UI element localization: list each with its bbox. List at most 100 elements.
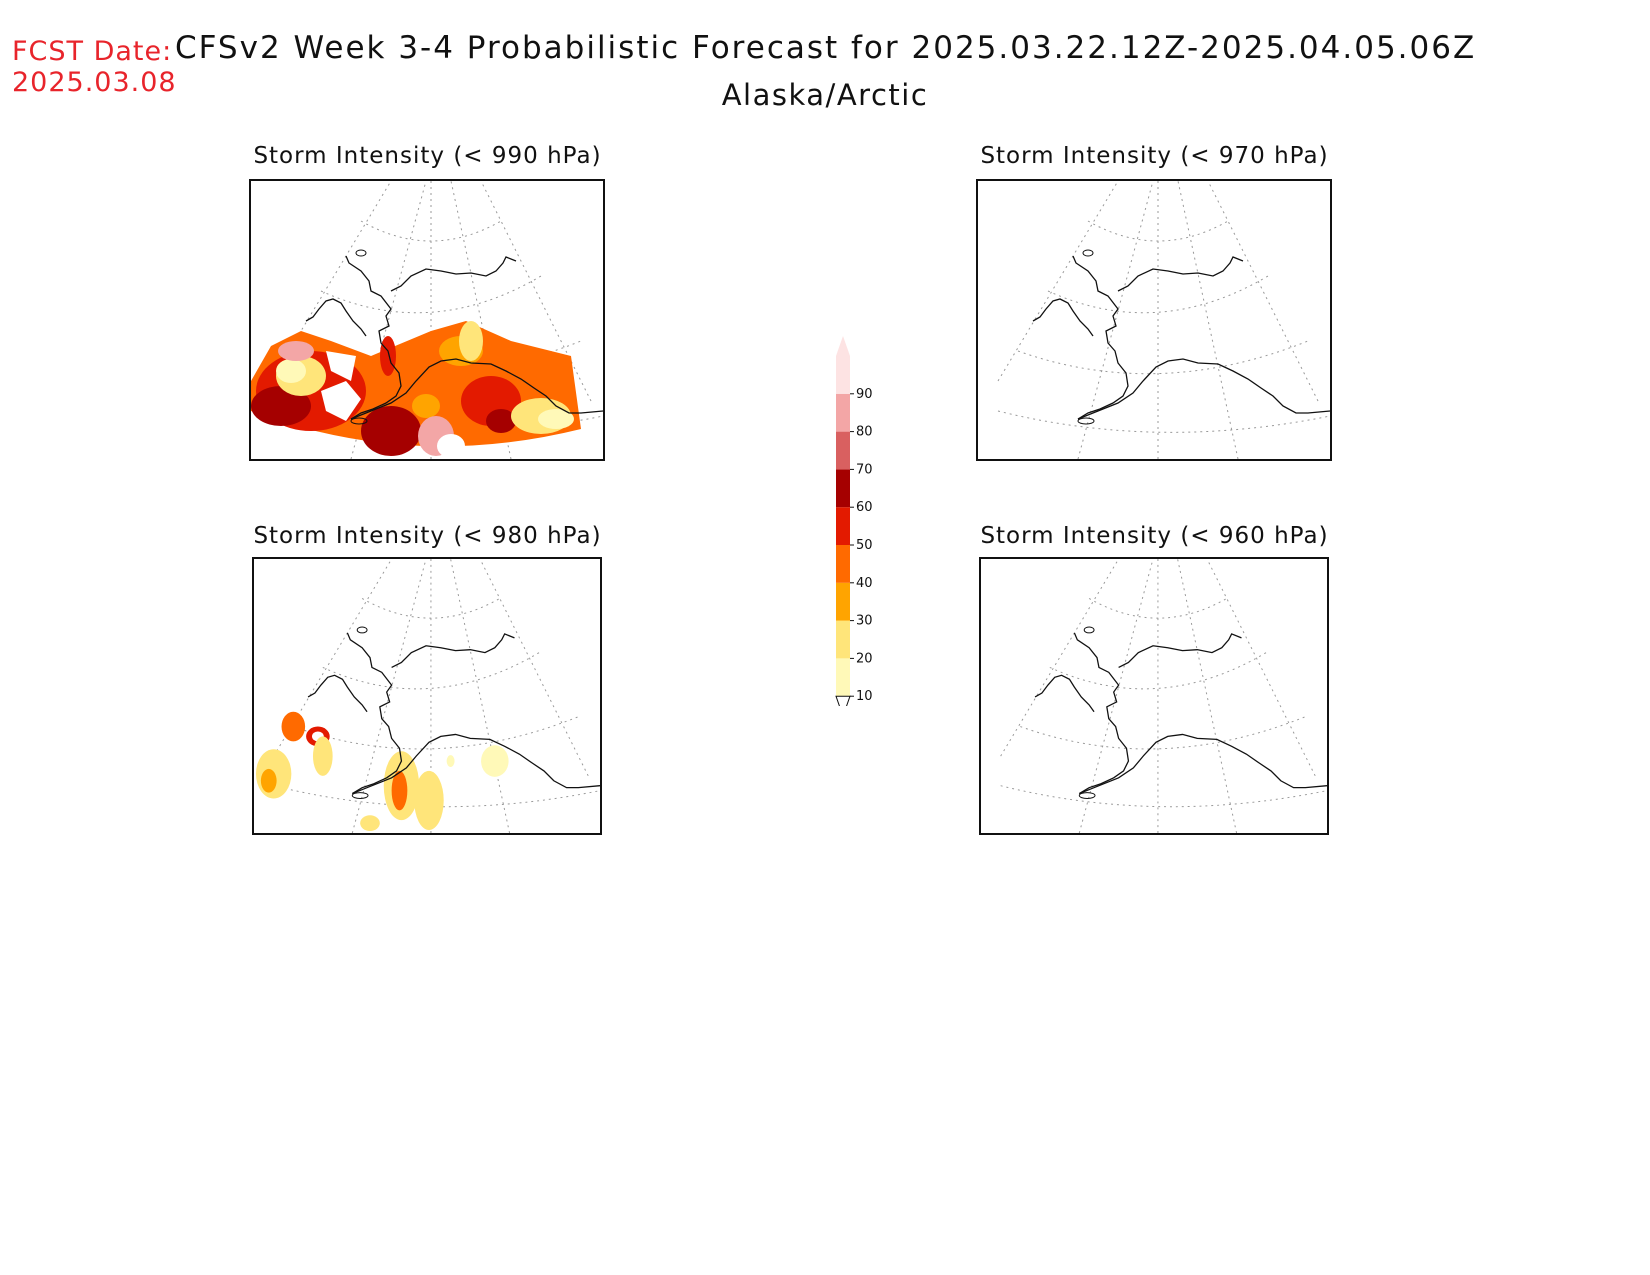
probability-shading bbox=[414, 770, 444, 831]
probability-shading bbox=[321, 381, 361, 421]
probability-shading bbox=[481, 745, 509, 777]
grid-line bbox=[997, 181, 1119, 382]
grid-line bbox=[1000, 559, 1120, 757]
coastline bbox=[1077, 358, 1330, 420]
coastline bbox=[1032, 298, 1094, 337]
probability-shading bbox=[446, 755, 455, 767]
coastline bbox=[1118, 633, 1242, 668]
grid-line bbox=[479, 559, 589, 777]
coastline bbox=[307, 674, 368, 713]
probability-shading bbox=[278, 341, 314, 361]
grid-line bbox=[1207, 181, 1319, 402]
map-panel-970 bbox=[976, 179, 1332, 461]
coastline bbox=[1073, 632, 1130, 795]
probability-shading bbox=[459, 321, 483, 361]
colorbar-tick-label: 90 bbox=[856, 387, 873, 402]
coastline bbox=[350, 358, 603, 420]
colorbar-tick-label: 60 bbox=[856, 500, 873, 515]
grid-line bbox=[1020, 716, 1306, 750]
probability-shading bbox=[538, 409, 574, 429]
island bbox=[1077, 417, 1095, 425]
panel-title-970: Storm Intensity (< 970 hPa) bbox=[980, 143, 1329, 169]
island bbox=[1083, 626, 1095, 634]
grid-line bbox=[322, 652, 540, 690]
island bbox=[351, 792, 369, 799]
colorbar-segment bbox=[836, 507, 850, 545]
coastline bbox=[305, 298, 367, 337]
map-990 bbox=[251, 181, 603, 459]
forecast-date: FCST Date: 2025.03.08 bbox=[12, 36, 177, 98]
map-panel-990 bbox=[249, 179, 605, 461]
coastline bbox=[345, 255, 402, 420]
grid-line bbox=[480, 181, 592, 402]
probability-shading bbox=[360, 815, 380, 832]
forecast-date-value: 2025.03.08 bbox=[12, 67, 177, 98]
coastline bbox=[1079, 733, 1327, 795]
colorbar-segment bbox=[836, 658, 850, 697]
grid-line bbox=[361, 597, 500, 619]
probability-shading bbox=[380, 336, 396, 376]
colorbar-tick-label: 50 bbox=[856, 538, 873, 553]
grid-line bbox=[320, 275, 542, 314]
colorbar-segment bbox=[836, 620, 850, 659]
map-980 bbox=[255, 559, 600, 833]
probability-shading bbox=[276, 359, 306, 383]
grid-line bbox=[293, 716, 579, 750]
coastline bbox=[352, 733, 600, 795]
colorbar-segment bbox=[836, 469, 850, 508]
grid-line bbox=[1078, 559, 1154, 833]
colorbar-tick-label: 30 bbox=[856, 614, 873, 629]
colorbar-svg: 10 20 30 40 50 60 70 80 90 bbox=[835, 336, 873, 718]
probability-shading bbox=[391, 770, 408, 811]
forecast-date-label: FCST Date: bbox=[12, 36, 173, 67]
map-970 bbox=[997, 181, 1330, 459]
colorbar-segment bbox=[836, 431, 850, 470]
grid-line bbox=[1077, 181, 1154, 459]
grid-line bbox=[1088, 597, 1227, 619]
coastline bbox=[390, 256, 517, 292]
map-panel-960 bbox=[979, 557, 1329, 835]
grid-line bbox=[1049, 652, 1267, 690]
colorbar-tick-label: 70 bbox=[856, 462, 873, 477]
map-panel-980 bbox=[252, 557, 602, 835]
colorbar-bottom-arrow bbox=[835, 695, 851, 718]
colorbar-segment bbox=[836, 545, 850, 583]
island bbox=[350, 417, 368, 425]
region-subtitle: Alaska/Arctic bbox=[721, 78, 929, 112]
probability-shading bbox=[412, 394, 440, 418]
probability-shading bbox=[260, 768, 277, 793]
grid-line bbox=[1017, 340, 1309, 375]
panel-title-980: Storm Intensity (< 980 hPa) bbox=[253, 523, 602, 549]
probability-shading bbox=[361, 406, 421, 456]
grid-line bbox=[1087, 220, 1229, 242]
probability-shading bbox=[281, 711, 306, 742]
colorbar-top-arrow bbox=[836, 336, 850, 356]
colorbar-tick-label: 40 bbox=[856, 576, 873, 591]
probability-shading bbox=[437, 434, 465, 458]
map-960 bbox=[1000, 559, 1327, 833]
coastline bbox=[1034, 674, 1095, 713]
island bbox=[356, 626, 368, 634]
coastline bbox=[1072, 255, 1129, 420]
grid-line bbox=[1047, 275, 1269, 314]
grid-line bbox=[360, 220, 502, 242]
grid-line bbox=[1206, 559, 1316, 777]
main-title: CFSv2 Week 3-4 Probabilistic Forecast fo… bbox=[175, 30, 1477, 66]
grid-line bbox=[997, 410, 1330, 433]
grid-line bbox=[1000, 785, 1327, 808]
colorbar-tick-label: 10 bbox=[856, 689, 873, 704]
probability-shading bbox=[326, 351, 356, 381]
colorbar-tick-label: 80 bbox=[856, 425, 873, 440]
colorbar: 10 20 30 40 50 60 70 80 90 bbox=[826, 336, 886, 718]
panel-title-990: Storm Intensity (< 990 hPa) bbox=[253, 143, 602, 169]
probability-shading bbox=[251, 386, 311, 426]
island bbox=[355, 249, 367, 257]
colorbar-segment bbox=[836, 582, 850, 621]
island bbox=[1078, 792, 1096, 799]
probability-shading bbox=[312, 736, 333, 776]
coastline bbox=[391, 633, 515, 668]
probability-shading bbox=[486, 409, 516, 433]
grid-line bbox=[273, 785, 600, 808]
colorbar-segment bbox=[836, 356, 850, 394]
island bbox=[1082, 249, 1094, 257]
